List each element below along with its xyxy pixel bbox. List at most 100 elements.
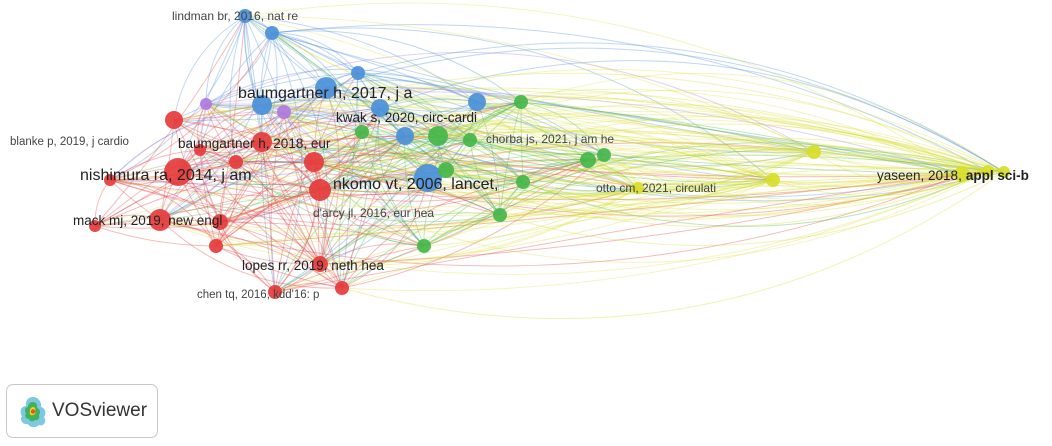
publication-node[interactable] xyxy=(597,148,611,162)
publication-node[interactable] xyxy=(277,105,291,119)
citation-link xyxy=(159,170,989,275)
citation-link xyxy=(469,139,963,175)
label-yaseen[interactable]: yaseen, 2018, appl sci-b xyxy=(877,168,1029,183)
citation-link xyxy=(274,168,989,293)
citation-link xyxy=(423,187,639,247)
vosviewer-logo[interactable]: VOSviewer xyxy=(6,384,158,438)
publication-node[interactable] xyxy=(414,164,442,192)
publication-node[interactable] xyxy=(580,152,596,168)
publication-node[interactable] xyxy=(252,132,272,152)
label-baumgartner-2018[interactable]: baumgartner h, 2018, eur xyxy=(178,136,331,151)
publication-node[interactable] xyxy=(998,166,1010,178)
label-chen[interactable]: chen tq, 2016, kdd'16: p xyxy=(197,289,319,301)
citation-link xyxy=(283,111,963,204)
publication-node[interactable] xyxy=(209,239,223,253)
citation-link xyxy=(319,187,639,266)
label-blanke[interactable]: blanke p, 2019, j cardio xyxy=(10,136,129,148)
citation-link xyxy=(173,72,359,121)
publication-node[interactable] xyxy=(371,99,389,117)
citation-link xyxy=(283,111,774,206)
citation-link xyxy=(499,145,989,216)
citation-link xyxy=(325,87,425,247)
vosviewer-logo-icon xyxy=(20,397,46,428)
citation-link xyxy=(361,131,815,195)
publication-node[interactable] xyxy=(252,95,272,115)
citation-link xyxy=(109,104,263,181)
citation-link xyxy=(215,189,321,247)
label-darcy[interactable]: d'arcy jl, 2016, eur hea xyxy=(313,206,434,220)
publication-node[interactable] xyxy=(463,133,477,147)
label-chorba[interactable]: chorba js, 2021, j am he xyxy=(486,132,614,146)
publication-node[interactable] xyxy=(428,126,448,146)
citation-link xyxy=(199,121,363,151)
citation-link xyxy=(476,101,639,189)
citation-link xyxy=(379,60,1005,173)
publication-node[interactable] xyxy=(468,93,486,111)
publication-node[interactable] xyxy=(514,95,528,109)
citation-link xyxy=(261,141,343,289)
publication-node[interactable] xyxy=(335,281,349,295)
publication-node[interactable] xyxy=(229,155,243,169)
citation-link xyxy=(244,15,815,153)
publication-node[interactable] xyxy=(516,175,530,189)
citation-link xyxy=(404,121,774,181)
label-mack[interactable]: mack mj, 2019, new engl xyxy=(73,213,222,228)
citation-link xyxy=(341,179,774,289)
publication-node[interactable] xyxy=(312,256,328,272)
publication-node[interactable] xyxy=(268,285,282,299)
publication-node[interactable] xyxy=(149,209,171,231)
publication-node[interactable] xyxy=(417,239,431,253)
publication-node[interactable] xyxy=(766,173,780,187)
citation-link xyxy=(271,24,989,172)
publication-node[interactable] xyxy=(89,220,101,232)
label-kwak[interactable]: kwak s, 2020, circ-cardi xyxy=(336,110,477,125)
publication-node[interactable] xyxy=(493,208,507,222)
publication-node[interactable] xyxy=(982,165,994,177)
citation-link xyxy=(219,131,363,223)
citation-link xyxy=(260,104,276,293)
citation-link xyxy=(200,103,221,223)
citation-link xyxy=(159,135,406,221)
publication-node[interactable] xyxy=(807,145,821,159)
publication-node[interactable] xyxy=(438,162,454,178)
citation-link xyxy=(283,72,1005,173)
publication-node[interactable] xyxy=(212,214,228,230)
citation-link xyxy=(199,32,273,151)
publication-node[interactable] xyxy=(194,144,206,156)
label-nishimura[interactable]: nishimura ra, 2014, j am xyxy=(80,167,252,184)
citation-link xyxy=(173,15,246,121)
label-lindman[interactable]: lindman br, 2016, nat re xyxy=(172,9,298,23)
publication-node[interactable] xyxy=(309,179,331,201)
publication-node[interactable] xyxy=(954,166,970,182)
label-baumgartner-2017[interactable]: baumgartner h, 2017, j a xyxy=(238,85,412,102)
publication-node[interactable] xyxy=(104,174,116,186)
citation-link xyxy=(283,111,501,216)
citation-link xyxy=(94,169,447,227)
publication-node[interactable] xyxy=(238,9,252,23)
label-nkomo[interactable]: nkomo vt, 2006, lancet, xyxy=(333,176,498,193)
publication-node[interactable] xyxy=(355,125,369,139)
citation-link xyxy=(173,119,221,223)
publication-node[interactable] xyxy=(165,111,183,129)
publication-node[interactable] xyxy=(164,158,192,186)
citation-link xyxy=(199,126,815,153)
citation-link xyxy=(283,101,478,122)
publication-node[interactable] xyxy=(200,98,212,110)
publication-node[interactable] xyxy=(396,127,414,145)
citation-link xyxy=(313,145,1005,173)
publication-node[interactable] xyxy=(315,77,337,99)
publication-node[interactable] xyxy=(632,182,644,194)
citation-link xyxy=(219,161,315,223)
publication-node[interactable] xyxy=(304,152,324,172)
citation-link xyxy=(427,164,1005,179)
publication-node[interactable] xyxy=(351,66,365,80)
label-otto[interactable]: otto cm, 2021, circulati xyxy=(596,181,716,195)
citation-link xyxy=(423,181,524,247)
citation-link xyxy=(319,139,471,265)
label-lopes[interactable]: lopes rr, 2019, neth hea xyxy=(242,258,384,273)
citation-link xyxy=(270,111,285,293)
citation-link xyxy=(235,161,501,216)
citation-link xyxy=(244,15,263,143)
publication-node[interactable] xyxy=(265,26,279,40)
